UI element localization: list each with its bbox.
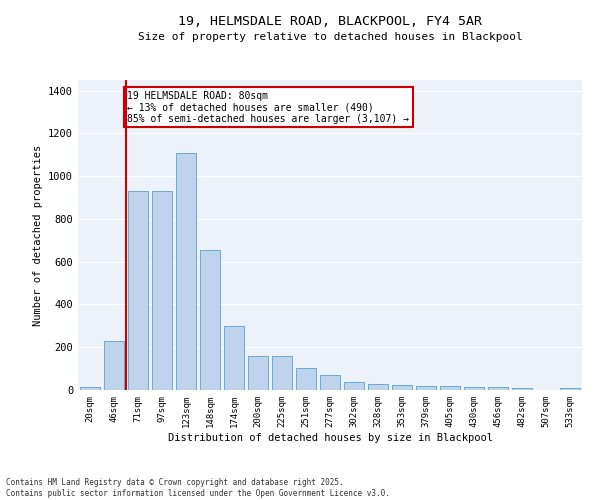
Bar <box>80 387 100 390</box>
Bar <box>320 375 340 390</box>
Bar <box>512 388 532 390</box>
Bar <box>488 387 508 390</box>
Bar <box>224 326 244 390</box>
Text: Size of property relative to detached houses in Blackpool: Size of property relative to detached ho… <box>137 32 523 42</box>
X-axis label: Distribution of detached houses by size in Blackpool: Distribution of detached houses by size … <box>167 432 493 442</box>
Bar <box>440 386 460 390</box>
Bar <box>392 384 412 390</box>
Bar <box>152 191 172 390</box>
Bar <box>248 356 268 390</box>
Bar <box>344 382 364 390</box>
Bar <box>464 387 484 390</box>
Bar <box>176 152 196 390</box>
Bar <box>128 191 148 390</box>
Text: 19 HELMSDALE ROAD: 80sqm
← 13% of detached houses are smaller (490)
85% of semi-: 19 HELMSDALE ROAD: 80sqm ← 13% of detach… <box>127 90 409 124</box>
Text: 19, HELMSDALE ROAD, BLACKPOOL, FY4 5AR: 19, HELMSDALE ROAD, BLACKPOOL, FY4 5AR <box>178 15 482 28</box>
Bar <box>560 388 580 390</box>
Text: Contains HM Land Registry data © Crown copyright and database right 2025.
Contai: Contains HM Land Registry data © Crown c… <box>6 478 390 498</box>
Bar <box>416 386 436 390</box>
Bar <box>296 368 316 390</box>
Bar <box>368 384 388 390</box>
Bar <box>272 356 292 390</box>
Bar <box>200 250 220 390</box>
Bar <box>104 341 124 390</box>
Y-axis label: Number of detached properties: Number of detached properties <box>32 144 43 326</box>
